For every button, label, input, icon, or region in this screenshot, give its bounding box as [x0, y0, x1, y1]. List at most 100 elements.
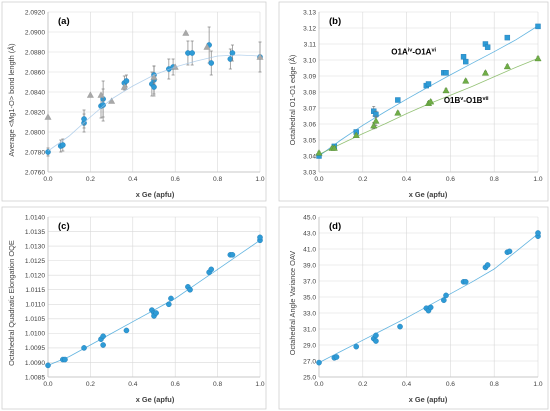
data-point	[441, 297, 447, 304]
x-tick-label: 0.8	[213, 176, 222, 183]
x-tick-label: 0.8	[490, 381, 499, 388]
annotation-part: -O1B	[463, 96, 482, 105]
y-tick-label: 1.0110	[25, 302, 45, 309]
x-tick-label: 1.0	[533, 176, 542, 183]
series-0	[316, 230, 541, 366]
trend-line	[47, 54, 261, 152]
y-tick-label: 39.0	[303, 262, 316, 269]
y-tick-label: 25.0	[303, 374, 316, 381]
data-point	[333, 354, 340, 360]
data-point	[257, 234, 263, 241]
data-point	[534, 54, 542, 62]
panel-b: 3.03 3.04 3.05 3.06 3.07 3.08 3.09 3.10 3.11 3.12…	[278, 1, 549, 202]
y-tick-label: 3.06	[303, 121, 316, 128]
series-1	[44, 29, 264, 120]
data-point	[123, 327, 130, 334]
x-tick-label: 0.4	[402, 176, 411, 183]
x-axis-label: x Ge (apfu)	[136, 395, 175, 404]
data-point	[503, 62, 511, 70]
panel-label: (d)	[329, 221, 341, 232]
data-point	[427, 304, 434, 311]
x-tick-label: 0.6	[171, 381, 180, 388]
y-tick-label: 3.13	[303, 9, 316, 16]
x-tick-label: 0.8	[490, 176, 499, 183]
panel-frame	[1, 206, 267, 410]
x-tick-label: 1.0	[255, 176, 264, 183]
data-point	[442, 86, 450, 94]
y-tick-label: 1.0125	[25, 258, 46, 265]
series-annotation: O1Aiv-O1Avi	[391, 47, 436, 56]
data-point	[100, 333, 106, 340]
y-tick-label: 2.0820	[25, 109, 46, 116]
series-0	[45, 234, 263, 369]
y-tick-label: 2.0920	[25, 9, 46, 16]
y-tick-label: 3.07	[303, 105, 316, 112]
y-tick-label: 1.0085	[25, 374, 46, 381]
y-tick-label: 3.03	[303, 169, 316, 176]
data-point	[44, 113, 52, 120]
y-tick-label: 3.08	[303, 89, 316, 96]
x-tick-label: 0.4	[402, 381, 411, 388]
x-tick-label: 0.0	[43, 176, 52, 183]
data-point	[316, 359, 322, 366]
data-point	[208, 60, 215, 66]
y-tick-label: 3.11	[304, 41, 317, 48]
x-tick-label: 0.2	[86, 176, 95, 183]
y-tick-label: 37.0	[303, 278, 316, 285]
panel-frame	[278, 206, 549, 410]
data-point	[427, 97, 435, 105]
y-tick-label: 43.0	[303, 230, 316, 237]
annotation-sup: v	[460, 96, 464, 102]
y-tick-label: 2.0840	[25, 89, 46, 96]
series-annotation: O1Bv-O1Bvii	[444, 96, 489, 105]
data-point	[443, 70, 449, 76]
data-point	[45, 149, 51, 155]
y-tick-label: 1.0090	[25, 360, 46, 367]
y-axis-label: Octahedral Angle Variance OAV	[288, 251, 297, 356]
data-point	[189, 50, 195, 56]
panel-label: (a)	[58, 16, 70, 27]
data-point	[187, 286, 193, 293]
data-point	[182, 29, 190, 36]
y-tick-label: 3.05	[303, 137, 316, 144]
data-point	[120, 83, 128, 90]
y-tick-label: 41.0	[303, 246, 316, 253]
y-axis-label: Octahedral Quadratic Elongation OQE	[7, 240, 16, 366]
panel-a: 2.0760 2.0780 2.0800 2.0820 2.0840 2.0860 2.08…	[1, 1, 267, 202]
data-point	[394, 109, 402, 116]
y-tick-label: 1.0130	[25, 243, 46, 250]
data-point	[353, 343, 360, 350]
annotation-sup: iv	[408, 47, 414, 53]
x-tick-label: 0.6	[171, 176, 180, 183]
data-point	[484, 262, 491, 268]
y-tick-label: 3.12	[303, 25, 316, 32]
y-tick-label: 2.0800	[25, 129, 46, 136]
data-point	[484, 44, 491, 50]
y-tick-label: 2.0760	[25, 169, 46, 176]
data-point	[395, 97, 401, 103]
y-tick-label: 27.0	[303, 358, 316, 365]
x-tick-label: 0.2	[358, 381, 367, 388]
x-tick-label: 1.0	[533, 381, 542, 388]
x-tick-label: 0.2	[358, 176, 367, 183]
panel-label: (b)	[329, 16, 341, 27]
data-point	[227, 56, 234, 62]
data-point	[100, 102, 106, 108]
data-point	[208, 266, 215, 273]
data-point	[460, 54, 467, 60]
y-tick-label: 2.0900	[25, 29, 46, 36]
y-tick-label: 2.0780	[25, 149, 46, 156]
x-tick-label: 0.0	[314, 381, 323, 388]
panel-frame	[278, 1, 549, 202]
x-axis-label: x Ge (apfu)	[409, 395, 448, 404]
x-axis-label: x Ge (apfu)	[409, 190, 448, 199]
data-point	[506, 248, 513, 255]
data-point	[330, 144, 338, 151]
annotation-sup: vi	[431, 47, 436, 53]
annotation-part: O1A	[391, 47, 408, 56]
series-1	[315, 54, 542, 156]
data-point	[315, 149, 323, 156]
data-point	[504, 34, 511, 41]
x-tick-label: 0.4	[128, 176, 137, 183]
x-tick-label: 0.0	[314, 176, 323, 183]
